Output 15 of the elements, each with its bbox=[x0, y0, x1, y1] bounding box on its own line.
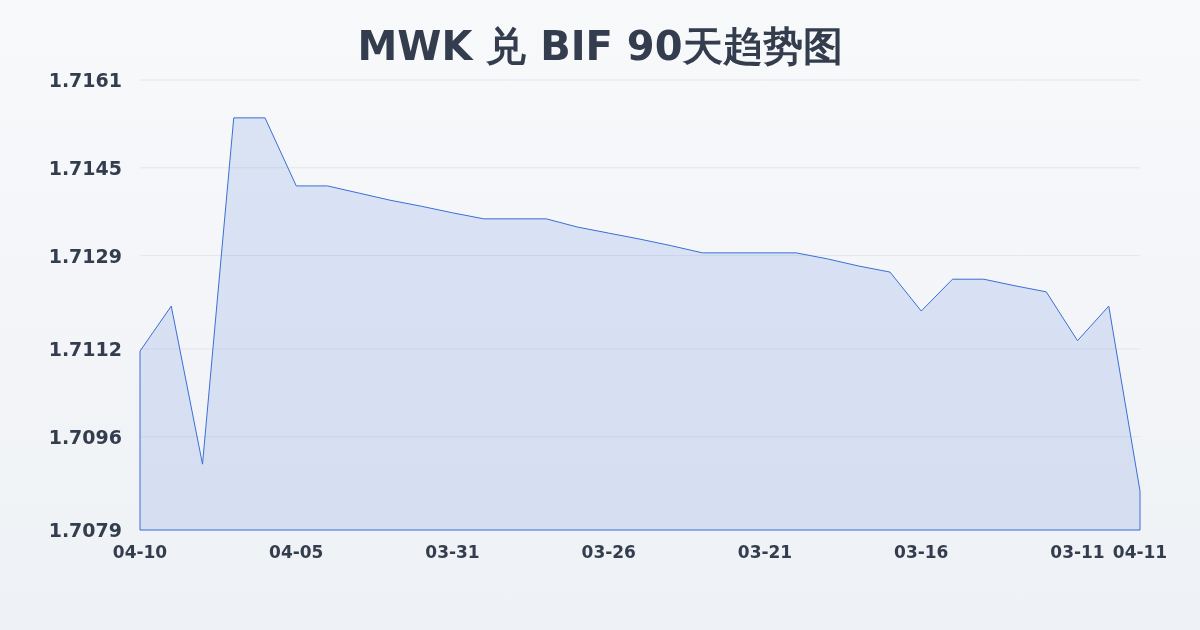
y-tick-label: 1.7161 bbox=[48, 69, 122, 91]
y-tick-label: 1.7129 bbox=[48, 244, 122, 267]
x-tick-label: 04-11 bbox=[1112, 542, 1168, 562]
y-tick-label: 1.7145 bbox=[48, 156, 122, 179]
y-tick-label: 1.7112 bbox=[48, 337, 122, 360]
x-tick-label: 03-11 bbox=[1050, 542, 1105, 562]
y-tick-label: 1.7096 bbox=[48, 425, 122, 448]
x-tick-label: 04-10 bbox=[112, 542, 168, 562]
x-tick-label: 03-16 bbox=[894, 542, 949, 562]
y-tick-label: 1.7079 bbox=[48, 519, 122, 541]
x-tick-label: 03-21 bbox=[737, 542, 793, 562]
x-tick-label: 03-31 bbox=[425, 542, 480, 562]
chart-title: MWK 兑 BIF 90天趋势图 bbox=[357, 23, 843, 69]
x-tick-label: 04-05 bbox=[269, 542, 324, 562]
x-tick-label: 03-26 bbox=[581, 542, 636, 562]
